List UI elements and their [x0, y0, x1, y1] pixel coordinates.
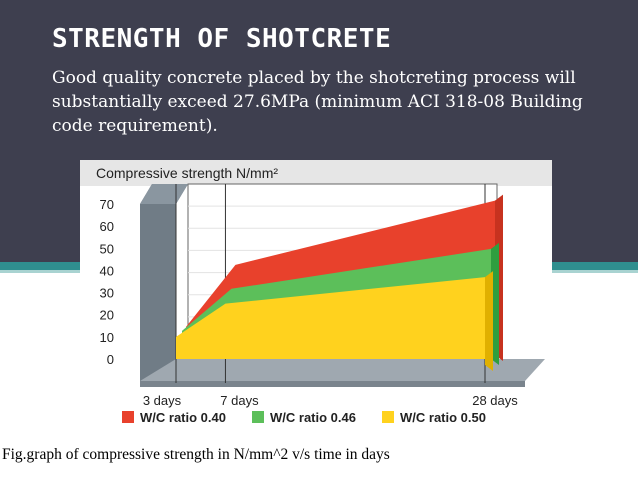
- area-side-2: [485, 271, 493, 371]
- y-tick-label-4: 40: [100, 263, 114, 278]
- chart-header-bar: [80, 160, 552, 186]
- y-tick-label-0: 0: [107, 352, 114, 367]
- strength-chart: Compressive strength N/mm² 0 10 20 30 40 50 60 7…: [80, 160, 552, 425]
- area-series-2: [176, 277, 485, 359]
- slide-title: STRENGTH OF SHOTCRETE: [52, 24, 392, 54]
- y-tick-label-7: 70: [100, 197, 114, 212]
- y-tick-label-5: 50: [100, 241, 114, 256]
- legend-swatch-1: [252, 411, 264, 423]
- slide-subtitle: Good quality concrete placed by the shot…: [52, 68, 583, 136]
- legend-label-1: W/C ratio 0.46: [270, 410, 356, 425]
- chart-floor: [140, 359, 545, 381]
- y-tick-label-6: 60: [100, 219, 114, 234]
- chart-panel: Compressive strength N/mm² 0 10 20 30 40 50 60 7…: [80, 160, 552, 435]
- legend-swatch-2: [382, 411, 394, 423]
- x-tick-label-2: 28 days: [472, 393, 518, 408]
- legend-swatch-0: [122, 411, 134, 423]
- chart-floor-edge: [140, 381, 525, 387]
- legend-label-2: W/C ratio 0.50: [400, 410, 486, 425]
- y-axis-label: Compressive strength N/mm²: [96, 165, 278, 181]
- y-tick-label-2: 20: [100, 308, 114, 323]
- x-tick-label-1: 7 days: [220, 393, 259, 408]
- x-tick-label-0: 3 days: [143, 393, 182, 408]
- y-tick-label-1: 10: [100, 330, 114, 345]
- legend-label-0: W/C ratio 0.40: [140, 410, 226, 425]
- chart-left-wall-top: [140, 184, 188, 204]
- y-tick-label-3: 30: [100, 286, 114, 301]
- figure-caption: Fig.graph of compressive strength in N/m…: [2, 446, 390, 463]
